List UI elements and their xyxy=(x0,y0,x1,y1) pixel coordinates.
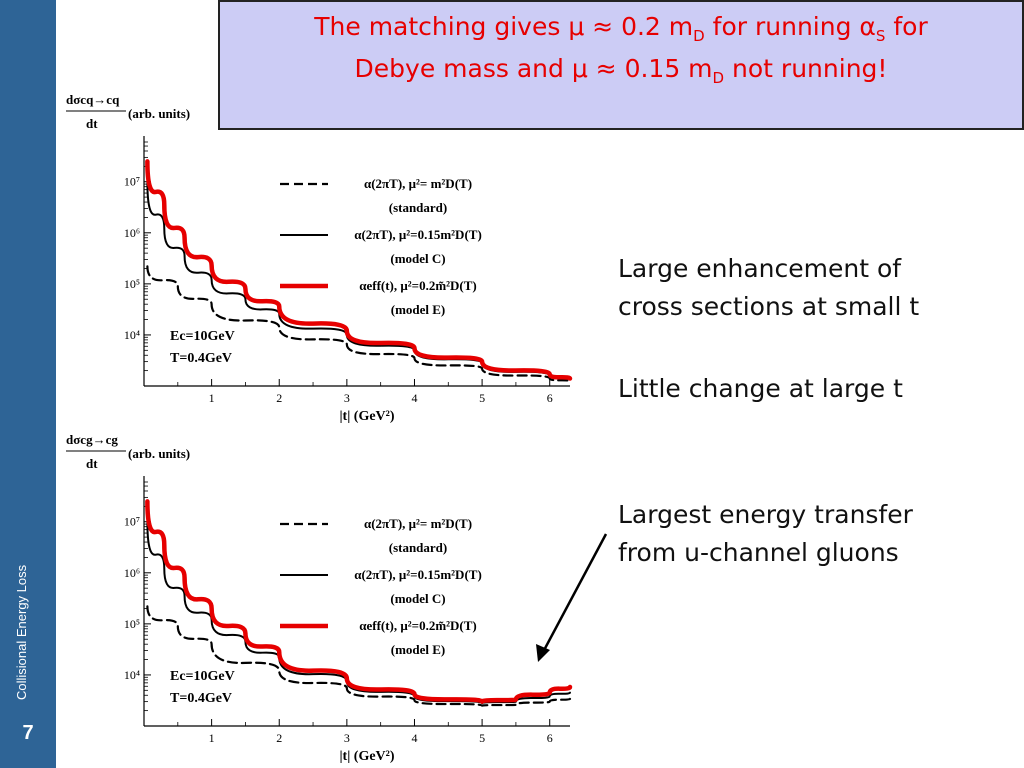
legend-label: αeff(t), μ²=0.2m̃²D(T) xyxy=(359,618,477,633)
y-tick-label: 10⁴ xyxy=(124,668,140,682)
legend-label: α(2πT), μ²= m²D(T) xyxy=(364,176,472,191)
legend-sublabel: (model E) xyxy=(391,642,446,657)
title-line-1-sub-s: S xyxy=(875,27,886,45)
title-line-2-sub-d: D xyxy=(712,69,725,87)
arrow-icon xyxy=(536,533,608,662)
bullet-energy-transfer-line-2: from u-channel gluons xyxy=(618,538,899,567)
x-tick-label: 1 xyxy=(209,731,215,745)
chart-cq: dσcq→cq dt (arb. units) 10⁷ 10⁶ 10⁵ 10⁴ 1 2 3 4 5 6 |… xyxy=(66,92,573,424)
legend-label: α(2πT), μ²=0.15m²D(T) xyxy=(354,227,482,242)
sidebar: Collisional Energy Loss 7 xyxy=(0,0,56,768)
x-tick-label: 6 xyxy=(547,731,553,745)
title-line-1-sub-d: D xyxy=(693,27,705,45)
slide-number: 7 xyxy=(22,722,34,744)
title-line-1-mid: for running α xyxy=(704,12,876,41)
x-tick-label: 5 xyxy=(479,391,485,405)
series-line-model-e xyxy=(145,159,573,381)
x-axis-label: |t| (GeV²) xyxy=(339,749,394,764)
bullet-little-change: Little change at large t xyxy=(618,370,903,408)
x-tick-label: 2 xyxy=(276,391,282,405)
x-tick-label: 3 xyxy=(344,391,350,405)
title-line-1: The matching gives μ ≈ 0.2 mD for runnin… xyxy=(220,12,1022,45)
bullet-energy-transfer-line-1: Largest energy transfer xyxy=(618,500,913,529)
title-line-2: Debye mass and μ ≈ 0.15 mD not running! xyxy=(220,54,1022,87)
x-tick-label: 6 xyxy=(547,391,553,405)
legend-sublabel: (model E) xyxy=(391,302,446,317)
series-line-standard xyxy=(146,265,572,383)
title-line-1-pre: The matching gives μ ≈ 0.2 m xyxy=(314,12,694,41)
annotation-temperature: T=0.4GeV xyxy=(170,691,232,706)
legend-sublabel: (model C) xyxy=(390,251,445,266)
y-tick-label: 10⁵ xyxy=(124,617,140,631)
chart-cg: dσcg→cg dt (arb. units) 10⁷ 10⁶ 10⁵ 10⁴ 1 2 3 4 5 6 |… xyxy=(66,432,573,764)
annotation-ec: Ec=10GeV xyxy=(170,329,235,344)
y-tick-label: 10⁶ xyxy=(124,566,140,580)
annotation-ec: Ec=10GeV xyxy=(170,669,235,684)
x-tick-label: 1 xyxy=(209,391,215,405)
y-tick-label: 10⁷ xyxy=(124,175,140,189)
title-line-1-post: for xyxy=(885,12,928,41)
legend-label: αeff(t), μ²=0.2m̃²D(T) xyxy=(359,278,477,293)
ylabel-numerator: dσcq→cq xyxy=(66,92,120,107)
bullet-enhancement: Large enhancement of cross sections at s… xyxy=(618,250,919,326)
title-line-2-pre: Debye mass and μ ≈ 0.15 m xyxy=(354,54,713,83)
y-tick-label: 10⁵ xyxy=(124,277,140,291)
bullet-enhancement-line-1: Large enhancement of xyxy=(618,254,902,283)
x-tick-label: 5 xyxy=(479,731,485,745)
x-tick-label: 3 xyxy=(344,731,350,745)
y-tick-label: 10⁷ xyxy=(124,515,140,529)
ylabel-denominator: dt xyxy=(86,116,98,131)
bullet-enhancement-line-2: cross sections at small t xyxy=(618,292,920,321)
series-line-model-e xyxy=(145,499,573,704)
legend-sublabel: (standard) xyxy=(389,200,448,215)
x-axis-label: |t| (GeV²) xyxy=(339,409,394,424)
legend-label: α(2πT), μ²=0.15m²D(T) xyxy=(354,567,482,582)
x-tick-label: 4 xyxy=(411,391,417,405)
y-tick-label: 10⁴ xyxy=(124,328,140,342)
bullet-little-change-line-1: Little change at large t xyxy=(618,374,903,403)
y-tick-label: 10⁶ xyxy=(124,226,140,240)
annotation-temperature: T=0.4GeV xyxy=(170,351,232,366)
x-tick-label: 4 xyxy=(411,731,417,745)
title-line-2-post: not running! xyxy=(724,54,888,83)
bullet-energy-transfer: Largest energy transfer from u-channel g… xyxy=(618,496,913,572)
sidebar-title: Collisional Energy Loss xyxy=(14,564,29,700)
ylabel-denominator: dt xyxy=(86,456,98,471)
ylabel-numerator: dσcg→cg xyxy=(66,432,118,447)
legend-sublabel: (standard) xyxy=(389,540,448,555)
legend-sublabel: (model C) xyxy=(390,591,445,606)
legend-label: α(2πT), μ²= m²D(T) xyxy=(364,516,472,531)
ylabel-unit: (arb. units) xyxy=(128,446,190,461)
ylabel-unit: (arb. units) xyxy=(128,106,190,121)
x-tick-label: 2 xyxy=(276,731,282,745)
title-box: The matching gives μ ≈ 0.2 mD for runnin… xyxy=(218,0,1024,130)
